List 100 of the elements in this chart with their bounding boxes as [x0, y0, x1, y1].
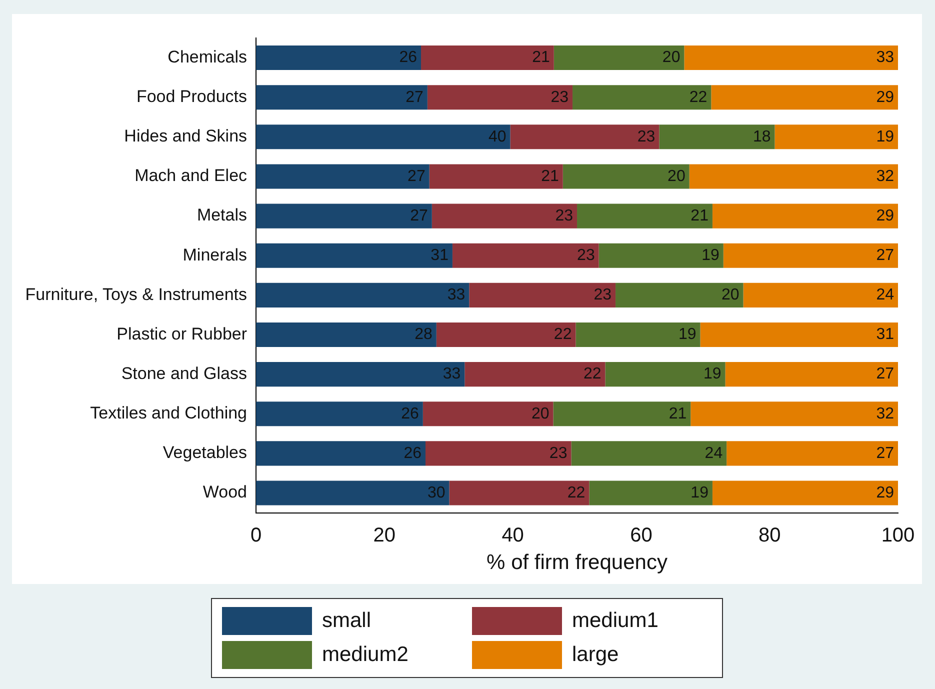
data-label: 31 — [876, 326, 894, 344]
bar — [700, 322, 898, 348]
data-label: 27 — [876, 444, 894, 462]
data-label: 33 — [442, 366, 461, 383]
data-label: 19 — [876, 128, 894, 146]
x-tick-label: 60 — [630, 524, 652, 546]
bar — [743, 282, 898, 308]
x-tick-label: 20 — [373, 524, 396, 546]
bar — [712, 480, 898, 506]
data-label: 20 — [662, 49, 680, 66]
bar — [256, 402, 423, 426]
data-label: 27 — [410, 207, 428, 224]
bar — [711, 85, 898, 110]
y-tick-label: Metals — [196, 206, 248, 225]
bar — [436, 322, 576, 348]
bar — [429, 164, 563, 189]
data-label: 18 — [752, 128, 771, 146]
bar — [554, 46, 684, 70]
data-label: 29 — [876, 207, 894, 224]
bar — [589, 480, 712, 506]
bar — [510, 124, 660, 150]
bar — [256, 243, 452, 268]
data-label: 33 — [876, 49, 894, 66]
data-label: 22 — [689, 88, 708, 106]
bar — [256, 322, 436, 348]
data-label: 23 — [637, 128, 656, 146]
bar — [426, 441, 572, 466]
y-tick-label: Chemicals — [168, 47, 248, 66]
y-tick-label: Mach and Elec — [134, 166, 248, 186]
data-label: 26 — [399, 49, 418, 66]
data-label: 21 — [690, 207, 709, 224]
data-label: 23 — [577, 247, 595, 264]
bar — [616, 282, 744, 308]
bar — [712, 204, 898, 228]
data-label: 27 — [408, 168, 426, 185]
bar — [256, 124, 510, 150]
data-label: 19 — [690, 484, 709, 502]
y-tick-label: Stone and Glass — [121, 364, 248, 384]
bar — [421, 46, 554, 70]
x-axis-title: % of firm frequency — [486, 551, 668, 574]
bar — [576, 322, 700, 348]
data-label: 23 — [555, 207, 574, 224]
legend-label: medium2 — [322, 643, 408, 667]
data-label: 19 — [702, 247, 720, 264]
bar — [689, 164, 898, 189]
y-tick-label: Minerals — [182, 245, 248, 264]
data-label: 23 — [549, 444, 568, 462]
data-label: 27 — [876, 366, 894, 383]
legend-label: large — [572, 643, 619, 667]
data-label: 23 — [594, 286, 612, 304]
bar — [256, 164, 430, 189]
bar — [256, 362, 465, 387]
legend-label: medium1 — [572, 609, 658, 633]
bar — [432, 204, 578, 228]
bar — [553, 402, 691, 426]
data-label: 19 — [678, 326, 696, 344]
data-label: 40 — [488, 128, 506, 146]
data-label: 22 — [583, 366, 602, 383]
bar — [725, 362, 898, 387]
bar — [469, 282, 616, 308]
bar — [572, 85, 712, 110]
data-label: 27 — [406, 88, 424, 106]
data-label: 30 — [427, 484, 446, 502]
bar — [726, 441, 898, 466]
data-label: 24 — [876, 286, 894, 304]
data-label: 32 — [876, 405, 894, 422]
bar — [256, 480, 450, 506]
data-label: 32 — [876, 168, 894, 185]
bar — [684, 46, 898, 70]
bar — [256, 46, 422, 70]
bar — [256, 85, 428, 110]
bar — [452, 243, 599, 268]
bar — [571, 441, 727, 466]
x-tick-label: 80 — [758, 524, 781, 546]
x-tick-label: 100 — [881, 524, 915, 546]
bar — [256, 282, 470, 308]
y-tick-label: Hides and Skins — [124, 126, 248, 146]
bar — [427, 85, 573, 110]
data-label: 20 — [531, 405, 550, 422]
data-label: 29 — [876, 88, 894, 106]
data-label: 26 — [404, 444, 422, 462]
data-label: 22 — [567, 484, 586, 502]
y-tick-label: Wood — [202, 482, 248, 502]
data-label: 23 — [550, 88, 569, 106]
bar — [422, 402, 554, 426]
bar — [464, 362, 606, 387]
data-label: 22 — [554, 326, 572, 344]
x-tick-label: 40 — [502, 524, 524, 546]
y-tick-label: Vegetables — [162, 443, 248, 462]
data-label: 28 — [414, 326, 433, 344]
bar — [659, 124, 775, 150]
y-tick-label: Furniture, Toys & Instruments — [25, 284, 248, 304]
bar — [774, 124, 898, 150]
bar — [449, 480, 590, 506]
y-tick-label: Food Products — [136, 87, 248, 106]
bar — [690, 402, 898, 426]
bar — [562, 164, 690, 189]
data-label: 29 — [876, 484, 894, 502]
data-label: 27 — [876, 247, 894, 264]
bar — [598, 243, 724, 268]
